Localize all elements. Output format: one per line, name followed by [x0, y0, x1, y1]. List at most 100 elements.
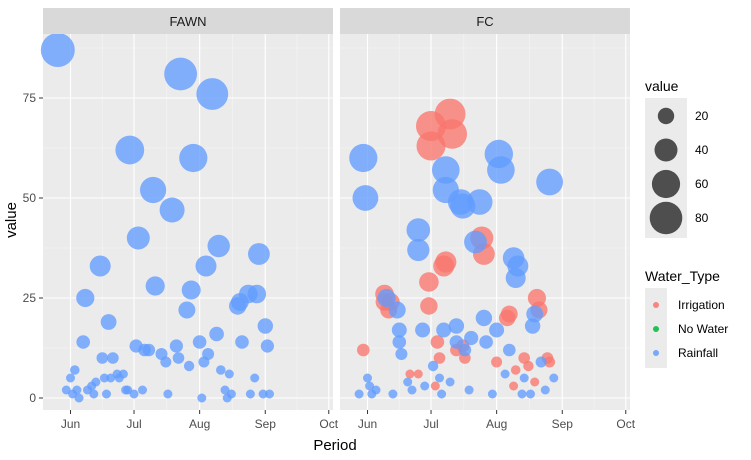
y-tick-label: 25 — [23, 291, 37, 305]
data-point-rainfall — [464, 330, 479, 346]
data-point-rainfall — [115, 135, 145, 165]
x-tick-label: Jul — [126, 417, 141, 431]
data-point-rainfall — [407, 385, 417, 395]
data-point-rainfall — [395, 348, 408, 360]
data-point-rainfall — [352, 185, 379, 211]
data-point-rainfall — [437, 389, 447, 399]
data-point-rainfall — [181, 280, 201, 300]
panel-fc — [340, 34, 630, 410]
data-point-rainfall — [61, 385, 71, 395]
color-legend-title: Water_Type — [645, 268, 720, 284]
data-point-rainfall — [464, 385, 474, 395]
y-axis-title: value — [3, 202, 20, 238]
data-point-irrigation — [523, 360, 534, 372]
data-point-irrigation — [420, 297, 438, 315]
data-point-rainfall — [489, 322, 505, 338]
data-point-rainfall — [74, 393, 84, 403]
data-point-rainfall — [126, 226, 150, 250]
data-point-rainfall — [388, 389, 398, 399]
data-point-rainfall — [464, 230, 487, 254]
size-legend-title: value — [645, 78, 679, 94]
data-point-rainfall — [163, 389, 173, 399]
data-point-rainfall — [226, 389, 236, 399]
color-legend-label: Rainfall — [678, 346, 718, 360]
color-legend-key — [653, 350, 659, 356]
data-point-rainfall — [145, 276, 165, 296]
data-point-rainfall — [420, 381, 430, 391]
color-legend: Water_Type Irrigation No Water Rainfall — [645, 268, 728, 368]
data-point-rainfall — [526, 305, 544, 323]
y-tick-label: 0 — [29, 391, 36, 405]
data-point-rainfall — [178, 301, 196, 319]
data-point-rainfall — [500, 369, 510, 379]
data-point-rainfall — [415, 322, 431, 338]
data-point-rainfall — [100, 314, 117, 330]
data-point-rainfall — [202, 348, 215, 360]
data-point-rainfall — [392, 335, 407, 349]
panel-background — [340, 34, 630, 410]
size-legend-key — [654, 138, 678, 162]
data-point-irrigation — [430, 381, 440, 391]
data-point-rainfall — [535, 356, 547, 368]
data-point-rainfall — [183, 360, 195, 372]
color-legend-label: No Water — [678, 322, 728, 336]
size-legend-label: 80 — [695, 211, 709, 225]
x-tick-label: Aug — [189, 417, 210, 431]
data-point-rainfall — [89, 255, 111, 277]
data-point-rainfall — [106, 373, 116, 383]
data-point-rainfall — [172, 352, 185, 364]
data-point-rainfall — [209, 326, 224, 342]
color-legend-key — [653, 302, 659, 308]
x-tick-label: Aug — [486, 417, 507, 431]
x-tick-label: Sep — [552, 417, 574, 431]
data-point-rainfall — [388, 301, 406, 319]
data-point-rainfall — [258, 389, 268, 399]
data-point-rainfall — [207, 234, 230, 258]
data-point-rainfall — [363, 373, 372, 383]
data-point-rainfall — [196, 78, 229, 110]
data-point-rainfall — [118, 369, 128, 379]
data-point-rainfall — [349, 143, 378, 173]
data-point-irrigation — [405, 369, 415, 379]
size-legend-label: 40 — [695, 143, 709, 157]
data-point-rainfall — [195, 255, 217, 277]
data-point-rainfall — [102, 389, 111, 399]
x-tick-label: Oct — [616, 417, 635, 431]
data-point-rainfall — [458, 343, 472, 357]
x-tick-label: Jun — [358, 417, 377, 431]
data-point-rainfall — [503, 343, 516, 357]
facet-strip-label: FC — [476, 14, 493, 29]
data-point-rainfall — [449, 335, 464, 349]
data-point-rainfall — [179, 143, 208, 173]
data-point-irrigation — [437, 119, 468, 149]
data-point-rainfall — [107, 352, 119, 364]
data-point-rainfall — [354, 389, 364, 399]
data-point-rainfall — [432, 156, 460, 184]
data-point-rainfall — [40, 33, 75, 67]
data-point-rainfall — [265, 389, 274, 399]
data-point-rainfall — [169, 339, 183, 353]
data-point-irrigation — [413, 369, 423, 379]
data-point-rainfall — [248, 243, 270, 265]
color-legend-label: Irrigation — [678, 298, 725, 312]
size-legend-label: 60 — [695, 177, 709, 191]
data-point-rainfall — [89, 389, 99, 399]
data-point-rainfall — [407, 238, 430, 262]
data-point-irrigation — [509, 381, 519, 391]
data-point-irrigation — [518, 352, 530, 364]
data-point-rainfall — [245, 389, 255, 399]
data-point-rainfall — [140, 176, 167, 204]
data-point-rainfall — [487, 156, 515, 184]
data-point-rainfall — [250, 373, 260, 383]
data-point-rainfall — [142, 343, 156, 357]
data-point-rainfall — [197, 393, 207, 403]
data-point-rainfall — [466, 189, 493, 215]
data-point-rainfall — [216, 365, 226, 375]
data-point-rainfall — [377, 288, 396, 308]
data-point-rainfall — [536, 168, 563, 196]
data-point-irrigation — [500, 305, 518, 323]
data-point-rainfall — [507, 255, 529, 277]
data-point-rainfall — [445, 377, 455, 387]
x-tick-label: Sep — [255, 417, 277, 431]
